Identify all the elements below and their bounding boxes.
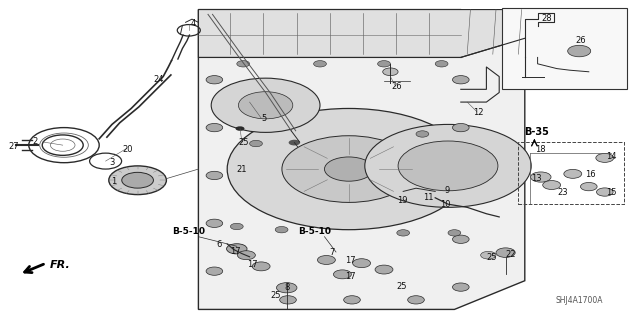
Circle shape [314, 61, 326, 67]
Text: 28: 28 [542, 14, 552, 23]
Text: B-5-10: B-5-10 [172, 226, 205, 235]
Circle shape [365, 124, 531, 207]
Circle shape [206, 219, 223, 227]
Circle shape [448, 230, 461, 236]
Text: 17: 17 [248, 260, 258, 269]
Text: 16: 16 [585, 170, 595, 179]
Circle shape [397, 230, 410, 236]
Circle shape [280, 296, 296, 304]
Circle shape [282, 136, 416, 203]
Bar [518, 142, 624, 204]
Circle shape [227, 108, 470, 230]
Text: 18: 18 [536, 145, 546, 154]
Text: 27: 27 [9, 142, 19, 151]
Text: SHJ4A1700A: SHJ4A1700A [556, 296, 603, 305]
Polygon shape [198, 10, 525, 57]
Circle shape [238, 92, 292, 119]
Text: 15: 15 [606, 188, 616, 197]
Circle shape [452, 283, 469, 291]
Circle shape [122, 172, 154, 188]
Circle shape [289, 140, 300, 145]
Circle shape [496, 248, 515, 257]
Circle shape [230, 223, 243, 230]
Text: 21: 21 [237, 165, 247, 174]
Text: B-35: B-35 [524, 127, 548, 137]
Circle shape [206, 267, 223, 275]
Text: 14: 14 [606, 152, 616, 161]
Polygon shape [198, 10, 525, 309]
Text: 1: 1 [111, 177, 116, 186]
Text: 22: 22 [506, 250, 516, 259]
Circle shape [252, 262, 270, 271]
Circle shape [237, 61, 250, 67]
Circle shape [211, 78, 320, 132]
Text: 5: 5 [261, 114, 266, 123]
Circle shape [333, 270, 351, 279]
Circle shape [206, 171, 223, 180]
Text: 12: 12 [474, 108, 484, 117]
Text: 24: 24 [154, 75, 164, 84]
Circle shape [378, 61, 390, 67]
Text: 25: 25 [397, 282, 407, 291]
Circle shape [275, 226, 288, 233]
Circle shape [408, 296, 424, 304]
Circle shape [416, 131, 429, 137]
Text: 8: 8 [284, 283, 289, 292]
Circle shape [452, 235, 469, 243]
Circle shape [324, 157, 373, 181]
Text: 26: 26 [392, 82, 402, 91]
Text: 4: 4 [191, 19, 196, 28]
Circle shape [568, 45, 591, 57]
Text: 10: 10 [440, 200, 451, 209]
Circle shape [452, 76, 469, 84]
Circle shape [206, 123, 223, 132]
Text: 17: 17 [230, 247, 241, 256]
Text: 17: 17 [346, 256, 356, 265]
Circle shape [452, 123, 469, 132]
Circle shape [237, 251, 255, 260]
Circle shape [353, 259, 371, 268]
Circle shape [580, 182, 597, 191]
Text: 20: 20 [123, 145, 133, 154]
Text: FR.: FR. [50, 260, 70, 271]
Text: 9: 9 [444, 186, 449, 195]
Circle shape [236, 126, 244, 131]
Text: 25: 25 [270, 291, 280, 300]
Circle shape [317, 256, 335, 264]
Text: 23: 23 [558, 188, 568, 197]
Circle shape [435, 61, 448, 67]
Text: 25: 25 [486, 253, 497, 262]
Circle shape [596, 153, 614, 162]
Circle shape [398, 141, 498, 191]
Text: 17: 17 [346, 272, 356, 281]
Bar [502, 8, 627, 89]
Text: 11: 11 [424, 193, 434, 202]
Text: 13: 13 [531, 174, 541, 182]
Circle shape [596, 188, 613, 196]
Circle shape [227, 244, 247, 254]
Text: B-5-10: B-5-10 [298, 226, 332, 235]
Text: 3: 3 [109, 158, 115, 167]
Text: 6: 6 [216, 241, 221, 249]
Text: 7: 7 [329, 248, 334, 256]
Circle shape [543, 181, 561, 189]
Text: 2: 2 [33, 137, 38, 146]
Circle shape [344, 296, 360, 304]
Text: 26: 26 [576, 36, 586, 45]
Circle shape [531, 172, 551, 182]
Text: 19: 19 [397, 196, 407, 205]
Text: 25: 25 [238, 138, 248, 147]
Circle shape [109, 166, 166, 195]
Circle shape [481, 251, 496, 259]
Circle shape [375, 265, 393, 274]
Circle shape [564, 169, 582, 178]
Circle shape [276, 283, 297, 293]
Circle shape [383, 68, 398, 76]
Circle shape [206, 76, 223, 84]
Circle shape [250, 140, 262, 147]
